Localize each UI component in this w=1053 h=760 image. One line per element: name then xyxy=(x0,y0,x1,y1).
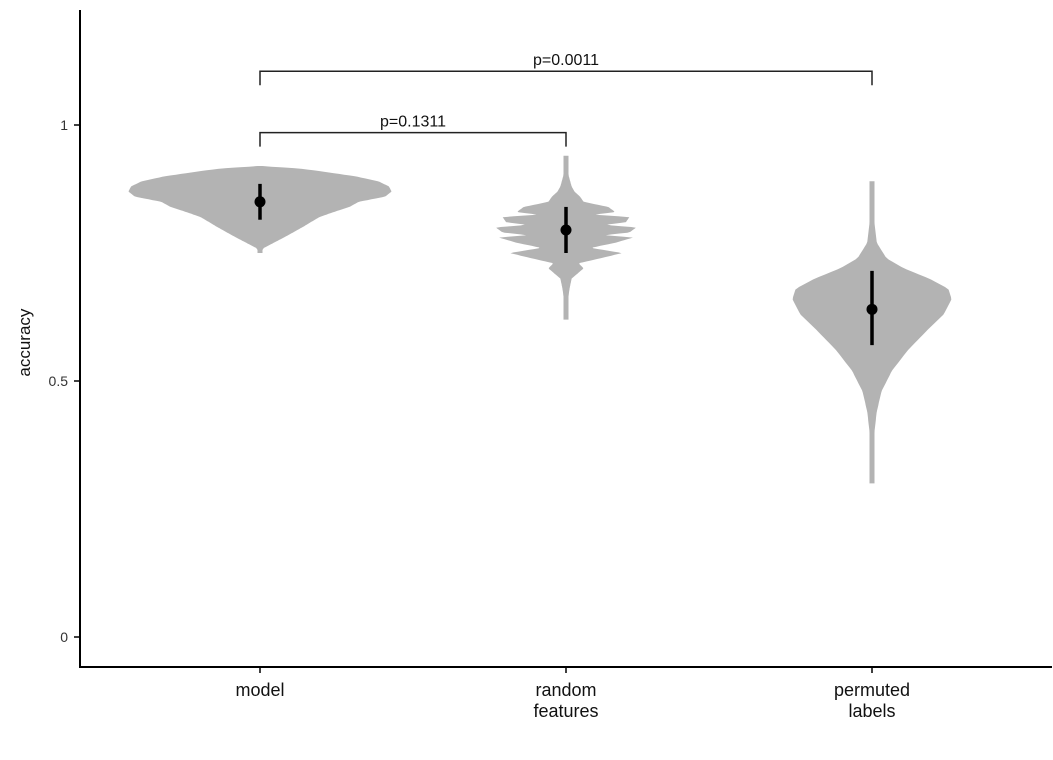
significance-bracket xyxy=(259,131,567,147)
p-value-label: p=0.1311 xyxy=(380,114,446,131)
p-value-label: p=0.0011 xyxy=(533,52,599,69)
y-tick-label: 0 xyxy=(60,629,68,645)
error-bars-layer xyxy=(254,183,878,346)
violins-layer xyxy=(128,155,952,484)
y-tick-label: 0.5 xyxy=(49,373,69,389)
mean-point xyxy=(560,224,572,236)
x-tick-label: model xyxy=(235,680,284,700)
significance-bracket xyxy=(259,70,873,86)
significance-brackets-layer: p=0.1311 p=0.0011 xyxy=(259,52,873,147)
x-tick-label: features xyxy=(533,701,598,721)
y-axis-title: accuracy xyxy=(15,308,34,377)
x-tick-label: permuted xyxy=(834,680,910,700)
mean-point xyxy=(254,196,266,208)
x-tick-label: labels xyxy=(848,701,895,721)
x-tick-label: random xyxy=(535,680,596,700)
y-tick-label: 1 xyxy=(60,117,68,133)
mean-point xyxy=(866,303,878,315)
y-ticks-layer: 00.51 xyxy=(49,117,80,645)
